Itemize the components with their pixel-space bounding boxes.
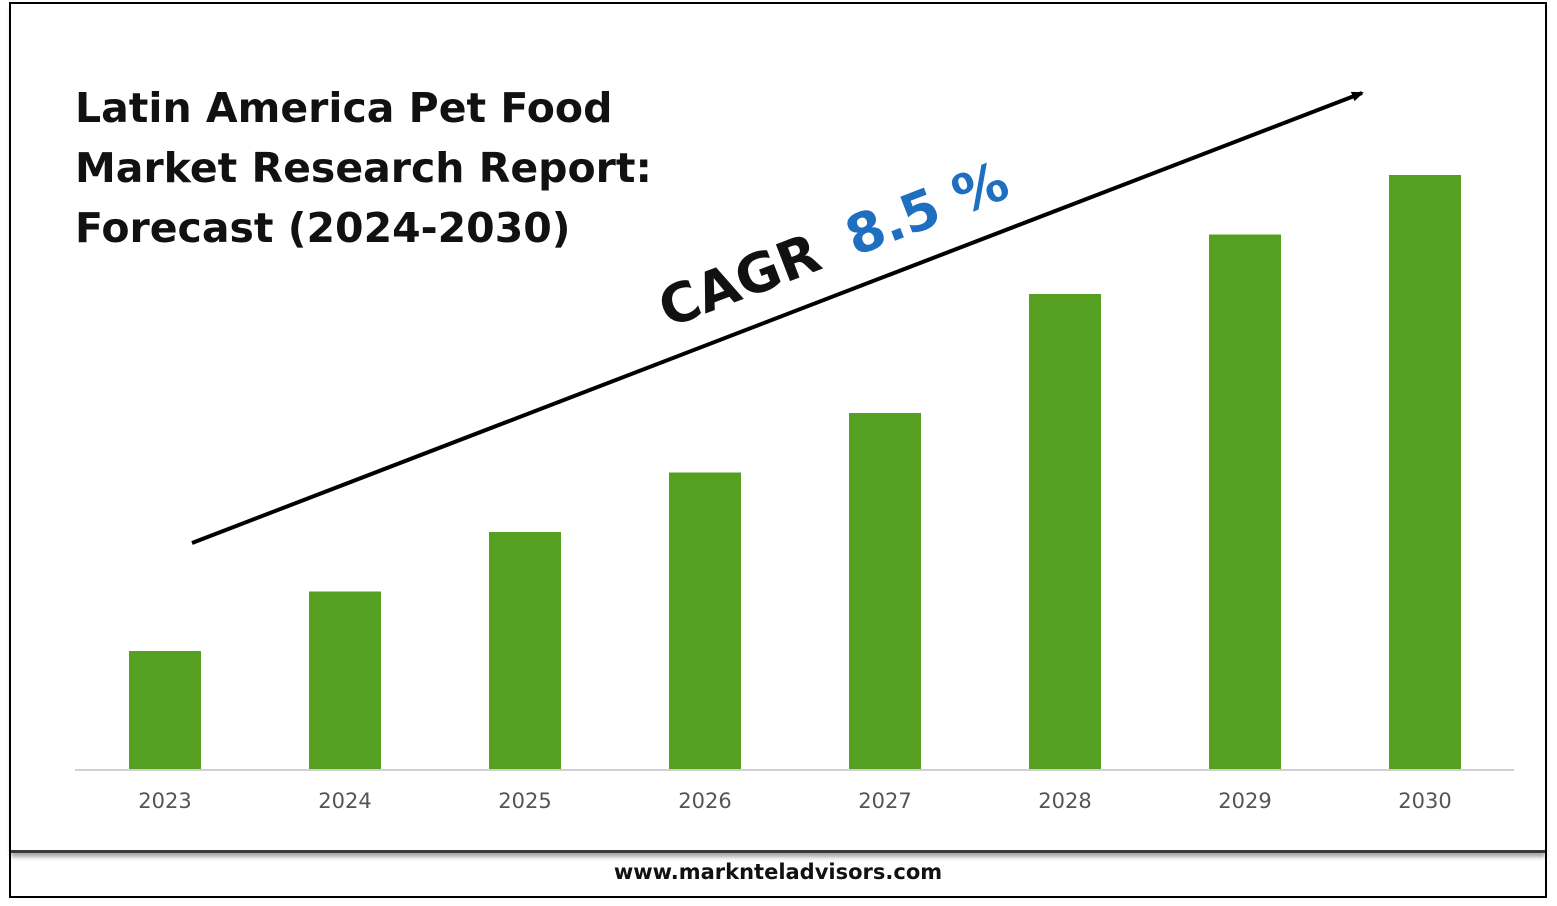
bar-2028 [1029,294,1101,770]
title-line-1: Latin America Pet Food [75,84,613,132]
chart-title: Latin America Pet Food Market Research R… [75,78,715,258]
cagr-value: 8.5 % [837,149,1017,268]
bar-2024 [309,591,381,770]
bar-2030 [1389,175,1461,770]
cagr-label: CAGR [650,221,829,340]
bar-2027 [849,413,921,770]
tick-label-2023: 2023 [138,789,191,813]
tick-label-2029: 2029 [1218,789,1271,813]
tick-label-2025: 2025 [498,789,551,813]
cagr-trend-arrow [191,91,1364,545]
bar-2023 [129,651,201,770]
bar-2026 [669,472,741,770]
x-axis-ticks: 2023 2024 2025 2026 2027 2028 2029 2030 [138,789,1451,813]
title-line-2: Market Research Report: [75,144,652,192]
bar-2025 [489,532,561,770]
bar-2029 [1209,234,1281,770]
chart-panel [11,4,1545,853]
title-line-3: Forecast (2024-2030) [75,204,571,252]
tick-label-2030: 2030 [1398,789,1451,813]
tick-label-2027: 2027 [858,789,911,813]
bars [129,175,1461,770]
cagr-annotation: CAGR 8.5 % [650,149,1017,340]
chart-frame: Latin America Pet Food Market Research R… [9,2,1547,898]
tick-label-2026: 2026 [678,789,731,813]
tick-label-2028: 2028 [1038,789,1091,813]
tick-label-2024: 2024 [318,789,371,813]
footer-url[interactable]: www.marknteladvisors.com [613,860,943,884]
